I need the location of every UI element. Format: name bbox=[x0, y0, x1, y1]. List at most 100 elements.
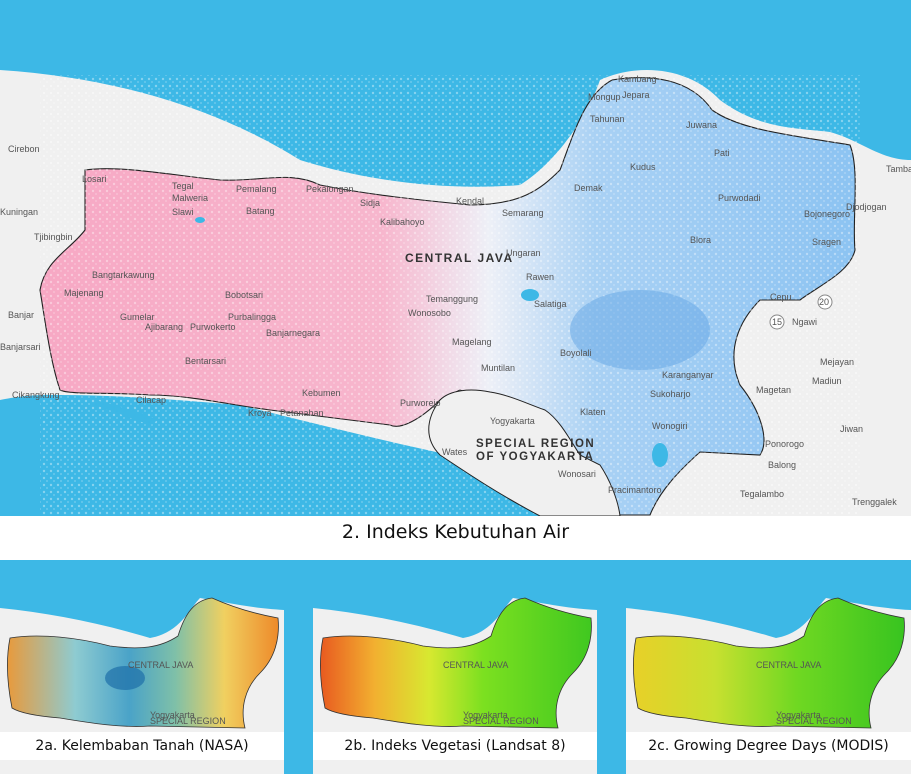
svg-text:CENTRAL JAVA: CENTRAL JAVA bbox=[756, 660, 821, 670]
place-label: Bangtarkawung bbox=[92, 270, 155, 280]
place-label: Wonosobo bbox=[408, 308, 451, 318]
special-region-line2: OF YOGYAKARTA bbox=[476, 451, 594, 463]
svg-text:Yogyakarta: Yogyakarta bbox=[463, 710, 508, 720]
svg-text:SPECIAL REGION: SPECIAL REGION bbox=[150, 716, 226, 726]
place-label: Banjarsari bbox=[0, 342, 41, 352]
inset-caption: 2c. Growing Degree Days (MODIS) bbox=[626, 732, 911, 760]
place-label: Malweria bbox=[172, 193, 208, 203]
place-label: Wates bbox=[442, 447, 468, 457]
place-label: Purwodadi bbox=[718, 193, 761, 203]
place-label: Tegal bbox=[172, 181, 194, 191]
inset-caption: 2a. Kelembaban Tanah (NASA) bbox=[0, 732, 284, 760]
place-label: Pekalongan bbox=[306, 184, 354, 194]
place-label: Majenang bbox=[64, 288, 104, 298]
place-label: Tambak bbox=[886, 164, 911, 174]
place-label: Cirebon bbox=[8, 144, 40, 154]
place-label: Sragen bbox=[812, 237, 841, 247]
place-label: Slawi bbox=[172, 207, 194, 217]
place-label: Cikangkung bbox=[12, 390, 60, 400]
place-label: Kebumen bbox=[302, 388, 341, 398]
place-label: Mongup bbox=[588, 92, 621, 102]
place-label: Banjar bbox=[8, 310, 34, 320]
place-label: Jepara bbox=[622, 90, 650, 100]
place-label: Wonosari bbox=[558, 469, 596, 479]
place-label: Bentarsari bbox=[185, 356, 226, 366]
place-label: Wonogiri bbox=[652, 421, 687, 431]
place-label: Magelang bbox=[452, 337, 492, 347]
inset-caption: 2b. Indeks Vegetasi (Landsat 8) bbox=[313, 732, 597, 760]
place-label: Kendal bbox=[456, 196, 484, 206]
svg-text:20: 20 bbox=[819, 297, 829, 307]
place-label: Batang bbox=[246, 206, 275, 216]
reservoir bbox=[652, 443, 668, 467]
place-labels: Cirebon Kuningan Tjibingbin Banjar Banjarsar… bbox=[0, 74, 911, 507]
region-title: CENTRAL JAVA bbox=[405, 251, 514, 265]
route-shield: 15 bbox=[769, 314, 785, 330]
place-label: Klaten bbox=[580, 407, 606, 417]
place-label: Petanahan bbox=[280, 408, 324, 418]
place-label: Salatiga bbox=[534, 299, 567, 309]
place-label: Demak bbox=[574, 183, 603, 193]
place-label: Gumelar bbox=[120, 312, 155, 322]
place-label: Banjarnegara bbox=[266, 328, 320, 338]
place-label: Temanggung bbox=[426, 294, 478, 304]
yogyakarta-region bbox=[428, 389, 621, 516]
inset-map-vegetation-index: CENTRAL JAVA Yogyakarta SPECIAL REGION 2… bbox=[313, 578, 597, 774]
place-label: Rawen bbox=[526, 272, 554, 282]
lagoon bbox=[95, 400, 158, 425]
separator bbox=[0, 548, 911, 560]
reservoir bbox=[521, 289, 539, 301]
place-label: Djodjogan bbox=[846, 202, 887, 212]
svg-text:SPECIAL REGION: SPECIAL REGION bbox=[776, 716, 852, 726]
place-label: Pati bbox=[714, 148, 730, 158]
place-label: Purworejo bbox=[400, 398, 441, 408]
place-label: Ungaran bbox=[506, 248, 541, 258]
special-region-line1: SPECIAL REGION bbox=[476, 438, 595, 450]
place-label: Trenggalek bbox=[852, 497, 897, 507]
svg-text:Yogyakarta: Yogyakarta bbox=[150, 710, 195, 720]
place-label: Purbalingga bbox=[228, 312, 276, 322]
place-label: Ponorogo bbox=[765, 439, 804, 449]
place-label: Sidja bbox=[360, 198, 380, 208]
place-label: Kalibahoyo bbox=[380, 217, 425, 227]
place-label: Muntilan bbox=[481, 363, 515, 373]
place-label: Ajibarang bbox=[145, 322, 183, 332]
place-label: Tjibingbin bbox=[34, 232, 73, 242]
svg-text:Yogyakarta: Yogyakarta bbox=[776, 710, 821, 720]
place-label: Kudus bbox=[630, 162, 656, 172]
place-label: Losari bbox=[82, 174, 107, 184]
route-shield: 20 bbox=[817, 294, 833, 310]
place-label: Kuningan bbox=[0, 207, 38, 217]
place-label: Karanganyar bbox=[662, 370, 714, 380]
place-label: Tahunan bbox=[590, 114, 625, 124]
svg-text:CENTRAL JAVA: CENTRAL JAVA bbox=[443, 660, 508, 670]
svg-text:CENTRAL JAVA: CENTRAL JAVA bbox=[128, 660, 193, 670]
place-label: Cepu bbox=[770, 292, 792, 302]
place-label: Kambang bbox=[618, 74, 657, 84]
place-label: Balong bbox=[768, 460, 796, 470]
place-label: Ngawi bbox=[792, 317, 817, 327]
place-label: Pracimantoro bbox=[608, 485, 662, 495]
place-label: Bobotsari bbox=[225, 290, 263, 300]
main-map-caption: 2. Indeks Kebutuhan Air bbox=[0, 516, 911, 548]
place-label: Magetan bbox=[756, 385, 791, 395]
svg-text:15: 15 bbox=[772, 317, 782, 327]
place-label: Tegalambo bbox=[740, 489, 784, 499]
low-need-patch bbox=[570, 290, 710, 370]
place-label: Yogyakarta bbox=[490, 416, 535, 426]
place-label: Bojonegoro bbox=[804, 209, 850, 219]
place-label: Mejayan bbox=[820, 357, 854, 367]
place-label: Kroya bbox=[248, 408, 272, 418]
place-label: Sukoharjo bbox=[650, 389, 691, 399]
inset-map-soil-moisture: CENTRAL JAVA Yogyakarta SPECIAL REGION 2… bbox=[0, 578, 284, 774]
place-label: Semarang bbox=[502, 208, 544, 218]
inset-map-growing-degree-days: CENTRAL JAVA Yogyakarta SPECIAL REGION 2… bbox=[626, 578, 911, 774]
svg-text:SPECIAL REGION: SPECIAL REGION bbox=[463, 716, 539, 726]
reservoir bbox=[195, 217, 205, 223]
place-label: Boyolali bbox=[560, 348, 592, 358]
main-map: CENTRAL JAVA SPECIAL REGION OF YOGYAKART… bbox=[0, 69, 911, 516]
place-label: Madiun bbox=[812, 376, 842, 386]
place-label: Purwokerto bbox=[190, 322, 236, 332]
place-label: Jiwan bbox=[840, 424, 863, 434]
place-label: Juwana bbox=[686, 120, 717, 130]
